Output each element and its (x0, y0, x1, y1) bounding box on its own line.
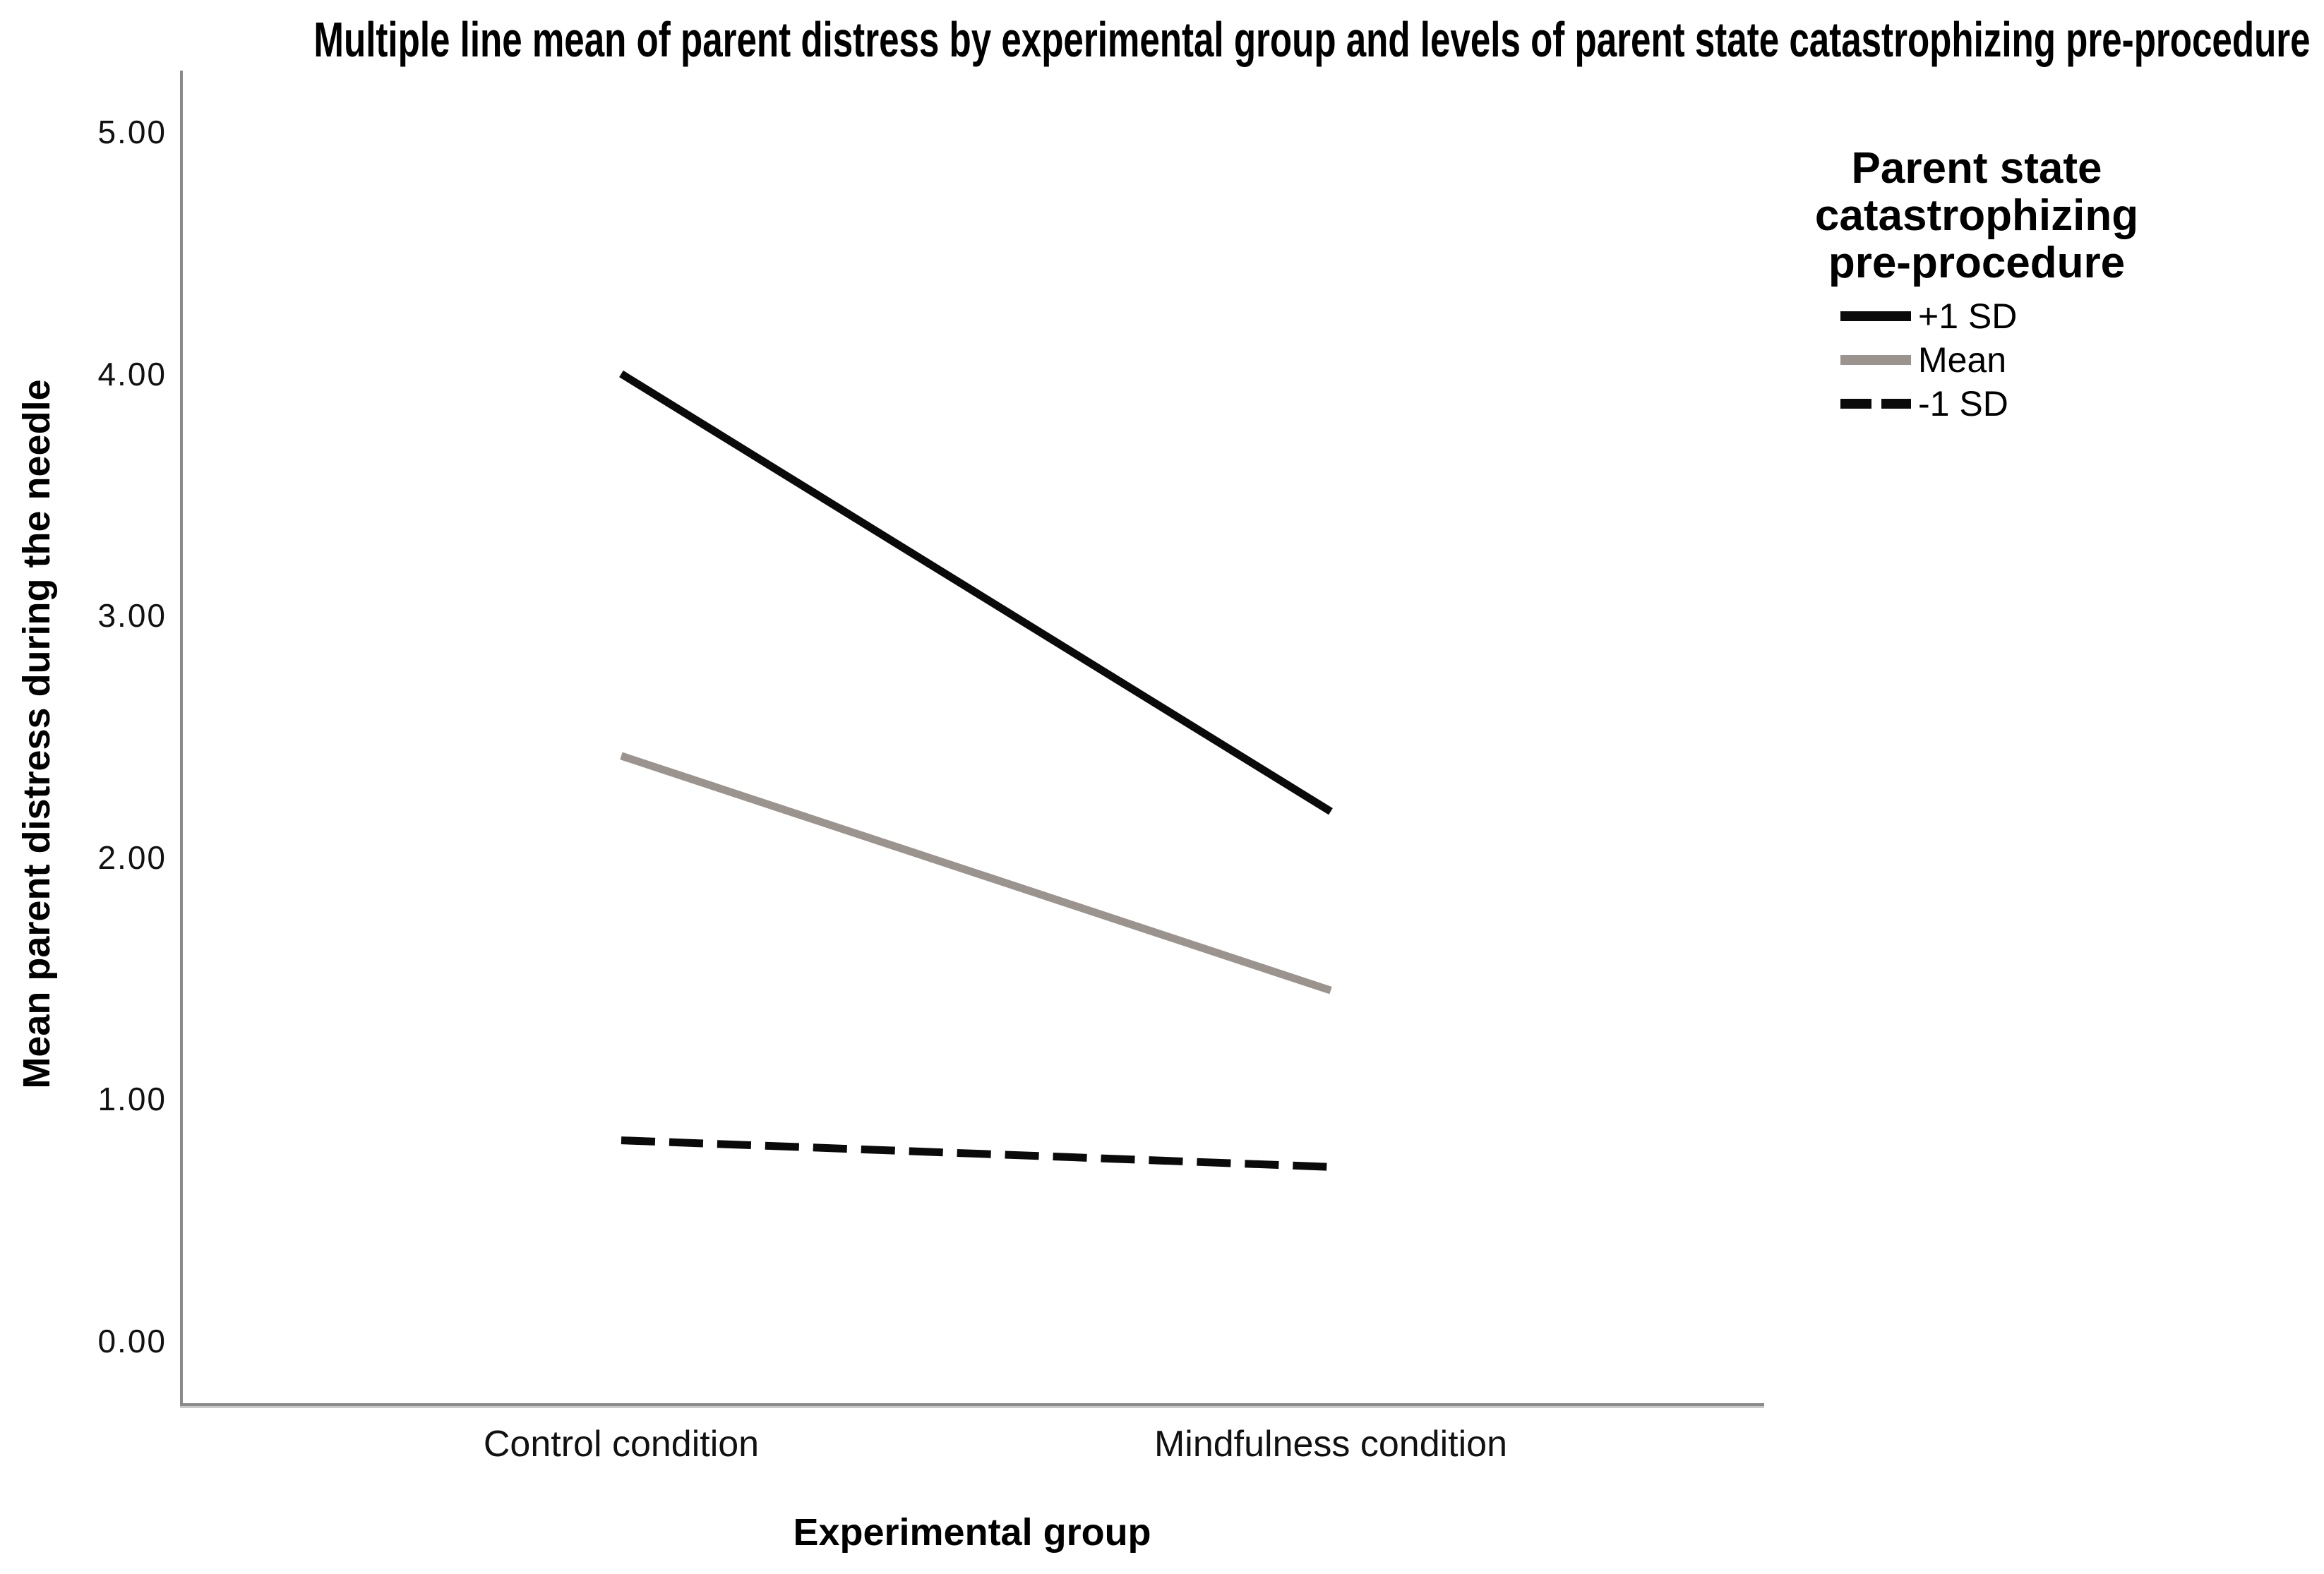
y-tick-label: 4.00 (97, 355, 167, 392)
legend-title-line: Parent state (1851, 144, 2102, 193)
legend-swatch-mean (1840, 355, 1911, 365)
legend-title-line: catastrophizing (1814, 191, 2139, 240)
chart-title: Multiple line mean of parent distress by… (313, 12, 2311, 67)
legend-entry-minus-1-sd: -1 SD (1840, 382, 2017, 426)
y-axis-title: Mean parent distress during the needle (16, 379, 58, 1089)
y-tick-label: 3.00 (97, 597, 167, 635)
x-axis-title: Experimental group (793, 1511, 1151, 1554)
legend-swatch-plus-1-sd (1840, 311, 1911, 321)
x-tick-label: Control condition (483, 1424, 760, 1465)
legend-label: +1 SD (1918, 296, 2018, 336)
x-tick-label: Mindfulness condition (1154, 1424, 1508, 1465)
x-axis-line (180, 1403, 1764, 1408)
legend-label: -1 SD (1918, 384, 2008, 423)
y-tick-label: 5.00 (97, 114, 167, 150)
y-tick-label: 1.00 (97, 1081, 167, 1118)
legend-title: Parent state catastrophizing pre-procedu… (1751, 145, 2203, 287)
legend-entry-mean: Mean (1840, 338, 2017, 382)
legend-entry-plus-1-sd: +1 SD (1840, 294, 2017, 338)
y-tick-label: 0.00 (97, 1323, 167, 1359)
legend: Parent state catastrophizing pre-procedu… (1751, 145, 2203, 423)
legend-title-line: pre-procedure (1828, 239, 2126, 287)
series-line-mean (620, 752, 1332, 995)
series-line-minus-1-sd (621, 1136, 1331, 1171)
legend-swatch-minus-1-sd (1840, 399, 1911, 409)
y-tick-label: 2.00 (97, 839, 167, 876)
series-line-plus-1-sd (619, 370, 1333, 815)
y-axis-line (180, 71, 183, 1406)
legend-label: Mean (1918, 340, 2007, 380)
legend-items: +1 SD Mean -1 SD (1840, 294, 2017, 426)
